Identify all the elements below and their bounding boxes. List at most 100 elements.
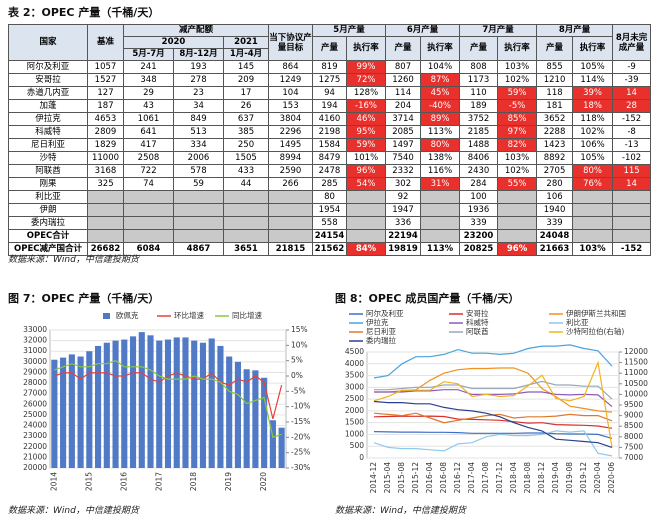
y2-tick-label: 7000 <box>624 453 643 462</box>
table-cell: 3168 <box>87 164 124 178</box>
table-cell: 8892 <box>536 151 574 165</box>
table-cell <box>572 229 614 243</box>
bar <box>147 335 154 468</box>
table-cell <box>420 229 461 243</box>
table-cell: 204 <box>385 99 422 113</box>
bar <box>51 359 58 468</box>
series-line <box>54 372 283 420</box>
table-cell: 刚果 <box>8 177 88 191</box>
bar <box>208 338 215 468</box>
table-cell: 6084 <box>123 242 174 256</box>
x-tick-label: 2014-12 <box>369 462 378 494</box>
table-cell: 209 <box>223 73 269 87</box>
table-row: 尼日利亚 1829 417 334 250 1495 1584 59% 1497 80% 1488 8… <box>8 138 652 152</box>
x-tick-label: 2016-12 <box>453 462 462 494</box>
table-cell: -152 <box>612 112 652 126</box>
table-cell: 46% <box>345 112 387 126</box>
y-tick-label: 30000 <box>23 357 47 366</box>
table-cell: 113% <box>420 125 461 139</box>
table-cell: 54% <box>345 177 387 191</box>
header-cell: 6月产量 <box>385 24 461 37</box>
bar <box>121 339 128 468</box>
y-tick-label: 1000 <box>345 429 364 438</box>
y2-tick-label: 5% <box>291 356 303 365</box>
y2-tick-label: -15% <box>291 417 310 426</box>
table-cell: 104 <box>268 86 313 100</box>
series-line <box>373 415 613 429</box>
y-tick-label: 21000 <box>23 452 47 461</box>
table-cell: 1249 <box>268 73 313 87</box>
x-tick-label: 2018-08 <box>523 462 532 494</box>
table-cell: 3714 <box>385 112 422 126</box>
bar <box>112 340 119 468</box>
table-cell: 145 <box>223 60 269 74</box>
y2-tick-label: 12000 <box>624 347 648 356</box>
table-cell: -102 <box>612 151 652 165</box>
y2-tick-label: -25% <box>291 448 310 457</box>
y-tick-label: 20000 <box>23 463 47 472</box>
table-cell: 1505 <box>223 151 269 165</box>
series-line <box>373 431 613 439</box>
table-cell: 7540 <box>385 151 422 165</box>
table-cell <box>87 216 124 230</box>
bar <box>77 356 84 468</box>
table-cell: 1940 <box>536 203 574 217</box>
table-cell <box>420 203 461 217</box>
table-cell <box>123 229 174 243</box>
table-cell: 513 <box>173 125 224 139</box>
chart-source: 数据来源：Wind，中信建投期货 <box>8 506 139 516</box>
y-tick-label: 2500 <box>345 394 364 403</box>
header-cell: 7月产量 <box>459 24 538 37</box>
x-tick-label: 2015-08 <box>397 462 406 494</box>
table-cell: 417 <box>123 138 174 152</box>
table-cell <box>223 216 269 230</box>
header-cell: 国家 <box>8 24 88 61</box>
table-cell: 72% <box>345 73 387 87</box>
bar <box>261 377 268 468</box>
y-tick-label: 4000 <box>345 359 364 368</box>
x-tick-label: 2017-12 <box>495 462 504 494</box>
table-cell <box>612 229 652 243</box>
table-cell: -40% <box>420 99 461 113</box>
bar <box>164 339 172 468</box>
series-line <box>373 430 613 457</box>
header-cell: 执行率 <box>497 36 538 61</box>
table-cell: 558 <box>312 216 347 230</box>
table-cell: 3652 <box>536 112 574 126</box>
table-cell: 641 <box>123 125 174 139</box>
table-cell: 14 <box>612 177 652 191</box>
table-cell <box>223 190 269 204</box>
table-row: 安哥拉 1527 348 278 209 1249 1275 72% 1260 87% 1173 10… <box>8 73 652 87</box>
table-cell <box>173 190 224 204</box>
table-cell: 17 <box>223 86 269 100</box>
x-tick-label: 2020-06 <box>607 462 616 494</box>
table-cell: 95% <box>345 125 387 139</box>
table-cell: 11000 <box>87 151 124 165</box>
x-tick-label: 2019-12 <box>579 462 588 494</box>
y-tick-label: 31000 <box>23 346 47 355</box>
table-cell: 103% <box>497 151 538 165</box>
bar <box>103 342 110 468</box>
table-cell: 2705 <box>536 164 574 178</box>
table-cell <box>612 190 652 204</box>
table-cell: 22194 <box>385 229 422 243</box>
table-cell: -39 <box>612 73 652 87</box>
table-cell: 433 <box>223 164 269 178</box>
table-row: 阿联酋 3168 722 578 433 2590 2478 96% 2332 116% 2430 1… <box>8 164 652 178</box>
table-cell: 99% <box>345 60 387 74</box>
table-cell: 102% <box>497 73 538 87</box>
table-cell: 4867 <box>173 242 224 256</box>
header-cell: 8月-12月 <box>173 48 224 61</box>
table-cell: 110 <box>459 86 499 100</box>
table-cell: 利比亚 <box>8 190 88 204</box>
table-row: 委内瑞拉 558 336 339 339 <box>8 216 652 230</box>
y2-tick-label: 15% <box>291 325 308 334</box>
header-cell: 产量 <box>536 36 574 61</box>
table-cell: 2590 <box>268 164 313 178</box>
bar <box>234 361 241 468</box>
table-cell: 委内瑞拉 <box>8 216 88 230</box>
header-cell: 8月未完成产量 <box>612 24 652 61</box>
table-cell <box>87 229 124 243</box>
y2-tick-label: 9000 <box>624 411 643 420</box>
